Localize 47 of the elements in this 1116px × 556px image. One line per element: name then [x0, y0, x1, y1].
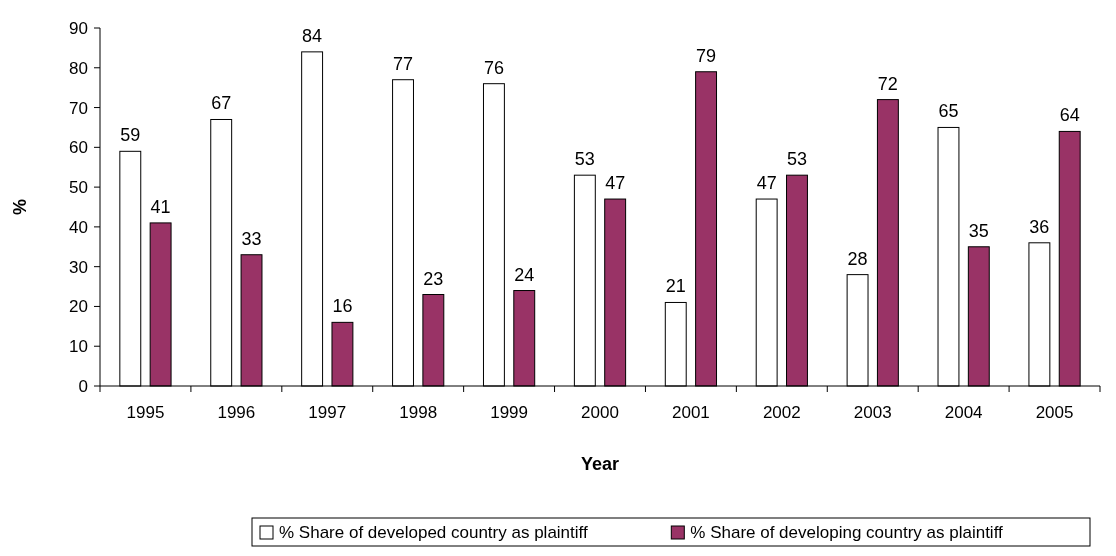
data-label: 24	[514, 264, 535, 285]
data-label: 23	[423, 268, 444, 289]
data-label: 64	[1059, 105, 1080, 126]
data-label: 16	[332, 296, 353, 317]
y-tick-label: 60	[69, 138, 88, 158]
data-label: 21	[665, 276, 686, 297]
data-label: 47	[605, 173, 626, 194]
x-tick-label: 2004	[944, 403, 983, 422]
data-label: 33	[241, 228, 262, 249]
y-tick-label: 40	[69, 217, 88, 237]
legend-label: % Share of developing country as plaintiff	[690, 523, 1004, 542]
data-label: 53	[786, 149, 807, 170]
data-label: 59	[120, 125, 141, 146]
x-tick-label: 2000	[581, 403, 619, 422]
x-tick-label: 1999	[490, 403, 528, 422]
y-tick-label: 10	[69, 337, 88, 357]
data-label: 67	[211, 93, 232, 114]
y-tick-label: 20	[69, 297, 88, 317]
y-tick-label: 50	[69, 178, 88, 198]
x-axis-title: Year	[580, 454, 620, 474]
data-label: 79	[696, 45, 717, 66]
x-tick-label: 1995	[126, 403, 165, 422]
x-tick-label: 1997	[308, 403, 347, 422]
data-label: 47	[756, 173, 777, 194]
x-tick-label: 1998	[399, 403, 438, 422]
data-label: 28	[847, 248, 868, 269]
data-label: 77	[393, 53, 414, 74]
y-tick-label: 90	[69, 19, 88, 38]
legend-label: % Share of developed country as plaintiff	[279, 523, 588, 542]
x-tick-label: 2002	[762, 403, 801, 422]
data-label: 36	[1029, 216, 1050, 237]
data-label: 76	[483, 57, 504, 78]
y-tick-label: 70	[69, 98, 88, 118]
x-tick-label: 2003	[853, 403, 892, 422]
data-label: 35	[968, 220, 989, 241]
data-label: 53	[574, 149, 595, 170]
y-tick-label: 30	[69, 257, 88, 277]
y-tick-label: 0	[78, 377, 88, 396]
data-label: 72	[877, 73, 898, 94]
y-tick-label: 80	[69, 58, 88, 78]
data-label: 84	[302, 25, 323, 46]
x-tick-label: 2005	[1035, 403, 1074, 422]
data-label: 65	[938, 101, 959, 122]
data-label: 41	[150, 196, 171, 217]
x-tick-label: 2001	[672, 403, 710, 422]
x-tick-label: 1996	[217, 403, 256, 422]
y-axis-title: %	[10, 198, 30, 216]
